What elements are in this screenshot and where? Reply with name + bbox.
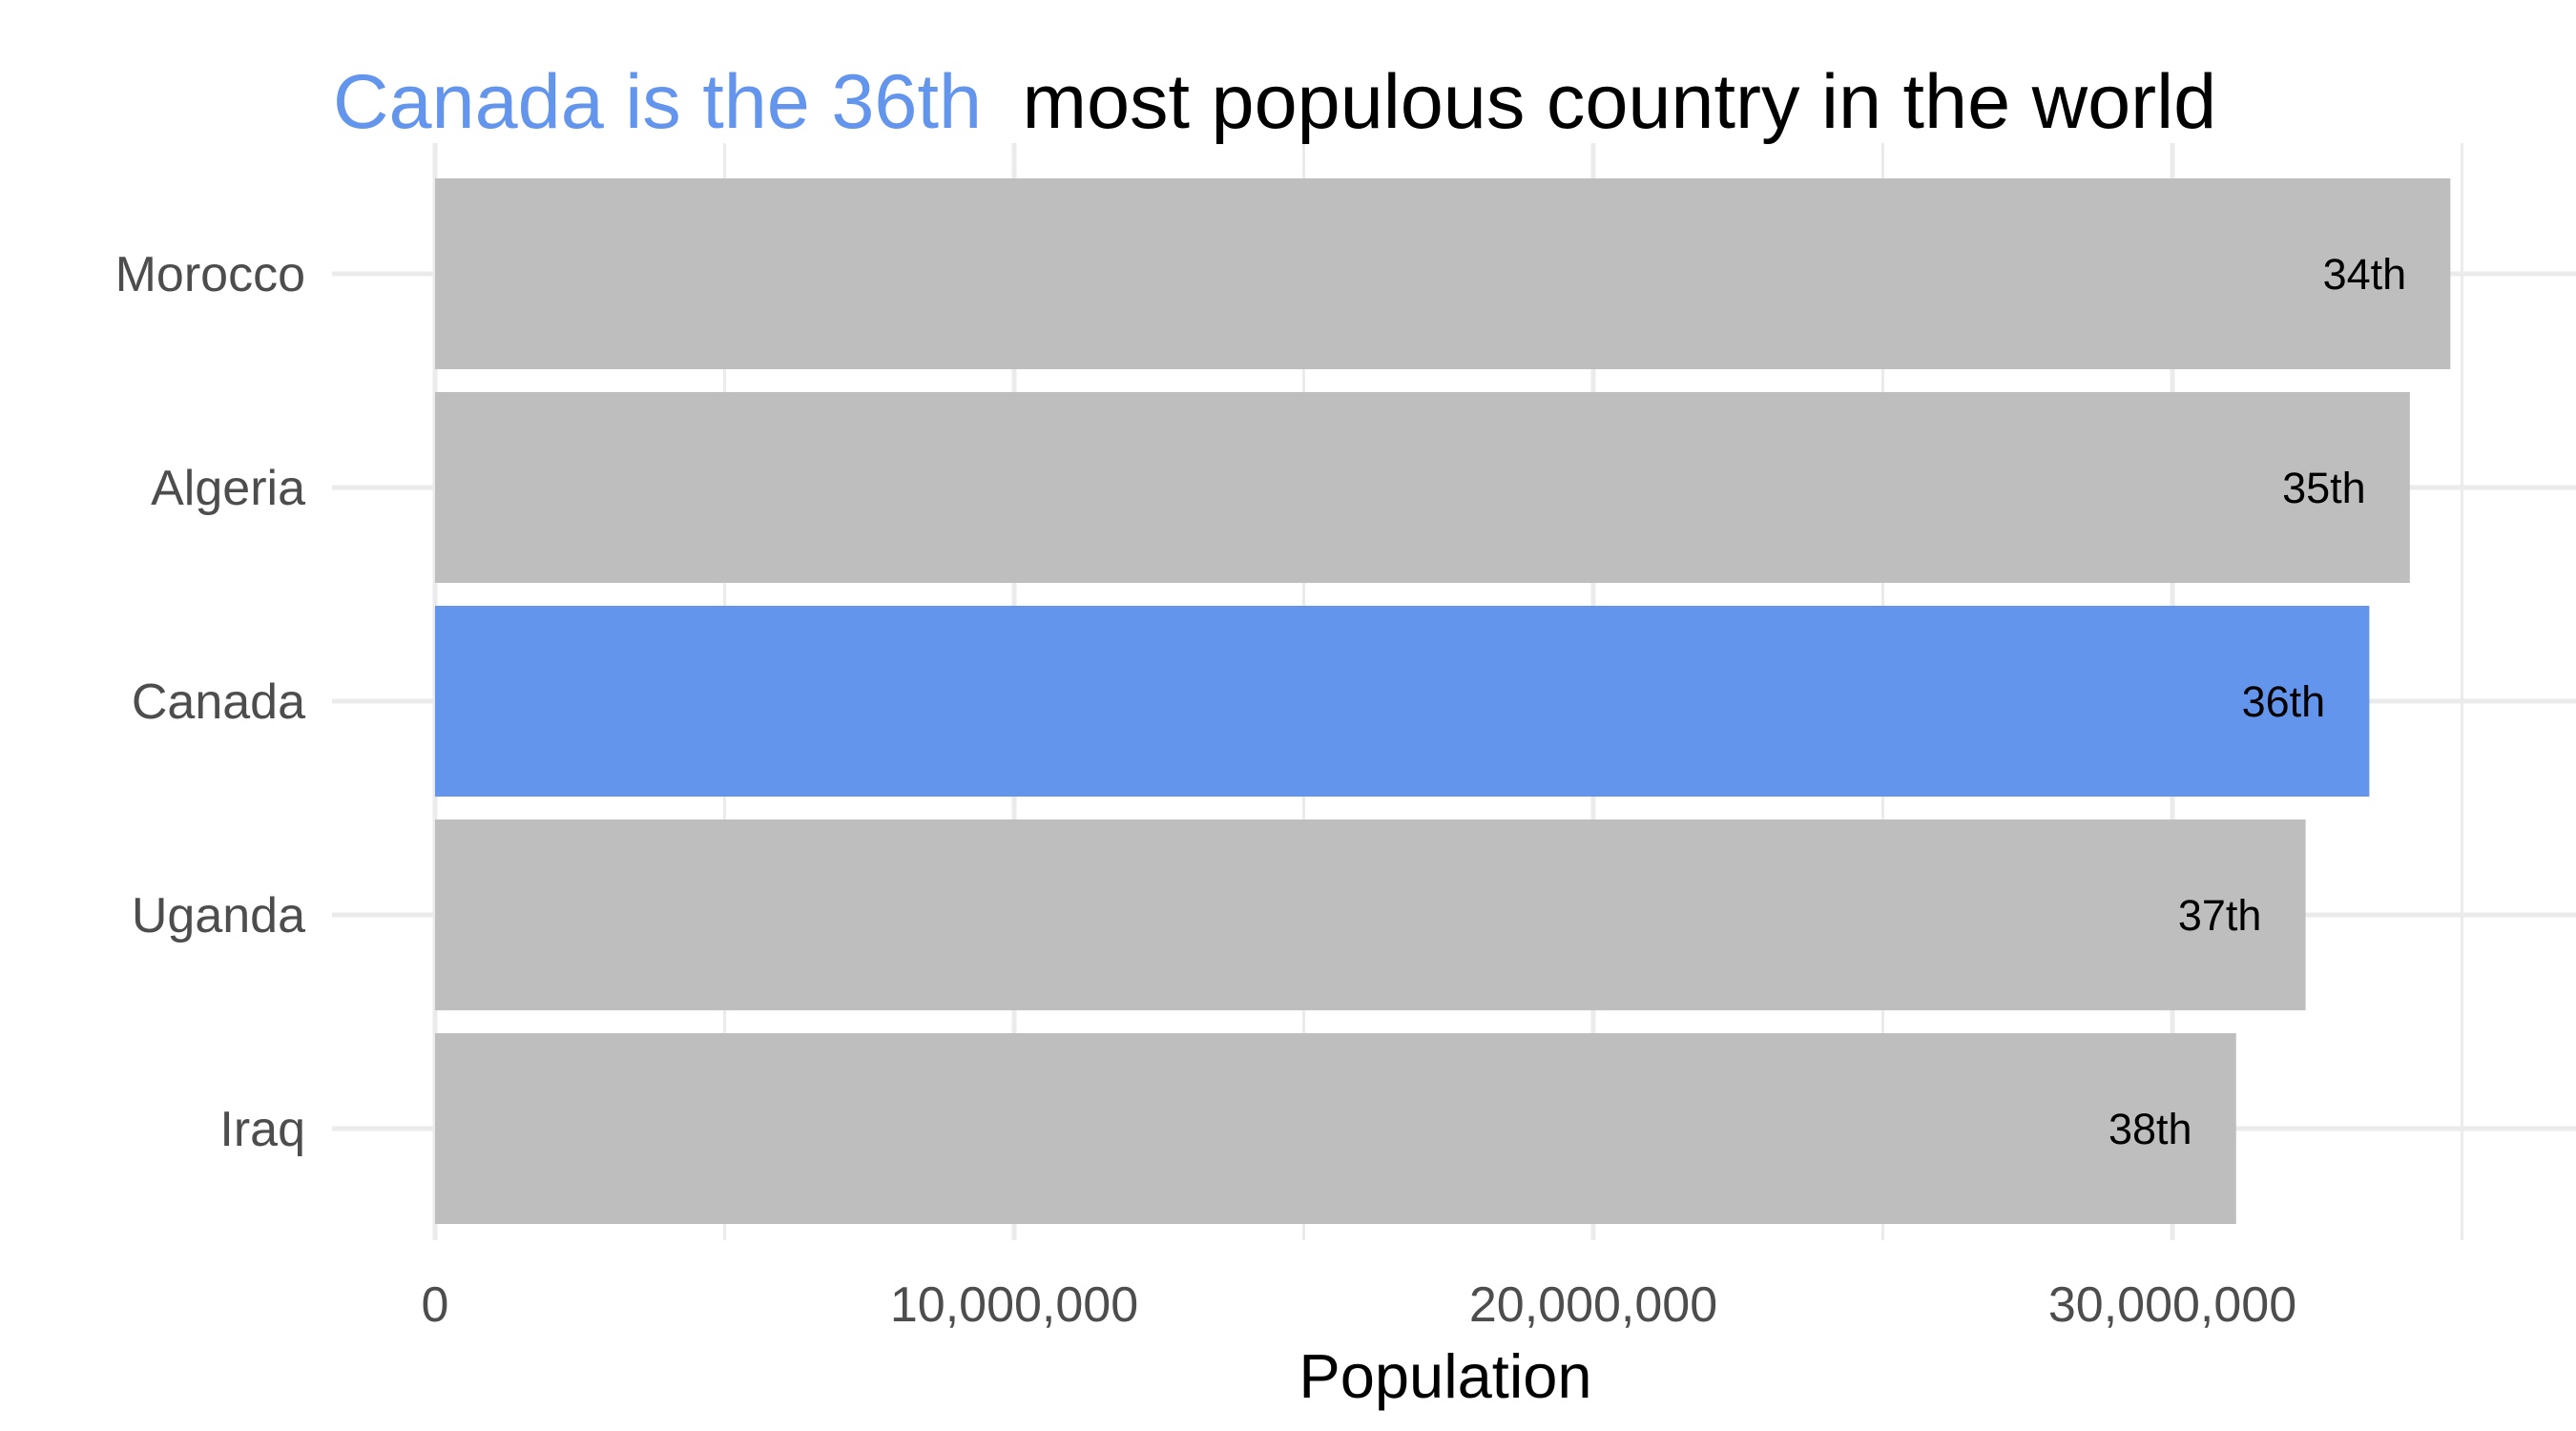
bar-morocco — [435, 178, 2451, 369]
chart-title-rest: most populous country in the world — [1023, 59, 2217, 145]
bar-algeria — [435, 392, 2410, 583]
bar-label-morocco: 34th — [2323, 250, 2407, 299]
y-tick-label-canada: Canada — [132, 674, 305, 730]
y-tick-label-uganda: Uganda — [132, 888, 305, 944]
bars — [435, 178, 2451, 1224]
bar-label-uganda: 37th — [2178, 891, 2262, 940]
y-tick-label-iraq: Iraq — [219, 1102, 305, 1157]
y-tick-label-algeria: Algeria — [151, 461, 305, 516]
x-axis-ticks: 0 10,000,000 20,000,000 30,000,000 — [422, 1277, 2297, 1333]
chart-title: Canada is the 36th most populous country… — [333, 59, 2216, 145]
x-tick-label: 10,000,000 — [890, 1277, 1138, 1333]
bar-label-canada: 36th — [2242, 677, 2326, 726]
bar-label-algeria: 35th — [2282, 464, 2366, 512]
y-tick-label-morocco: Morocco — [115, 247, 305, 302]
x-tick-label: 20,000,000 — [1469, 1277, 1717, 1333]
bar-uganda — [435, 819, 2306, 1010]
bar-iraq — [435, 1033, 2236, 1224]
chart-title-highlight: Canada is the 36th — [333, 59, 982, 145]
x-tick-label: 0 — [422, 1277, 449, 1333]
bar-labels: 34th 35th 36th 37th 38th — [2109, 250, 2406, 1153]
y-axis-ticks: Morocco Algeria Canada Uganda Iraq — [115, 247, 305, 1157]
x-axis-label: Population — [1298, 1341, 1591, 1411]
bar-label-iraq: 38th — [2109, 1105, 2192, 1153]
bar-canada — [435, 606, 2370, 797]
x-tick-label: 30,000,000 — [2048, 1277, 2296, 1333]
